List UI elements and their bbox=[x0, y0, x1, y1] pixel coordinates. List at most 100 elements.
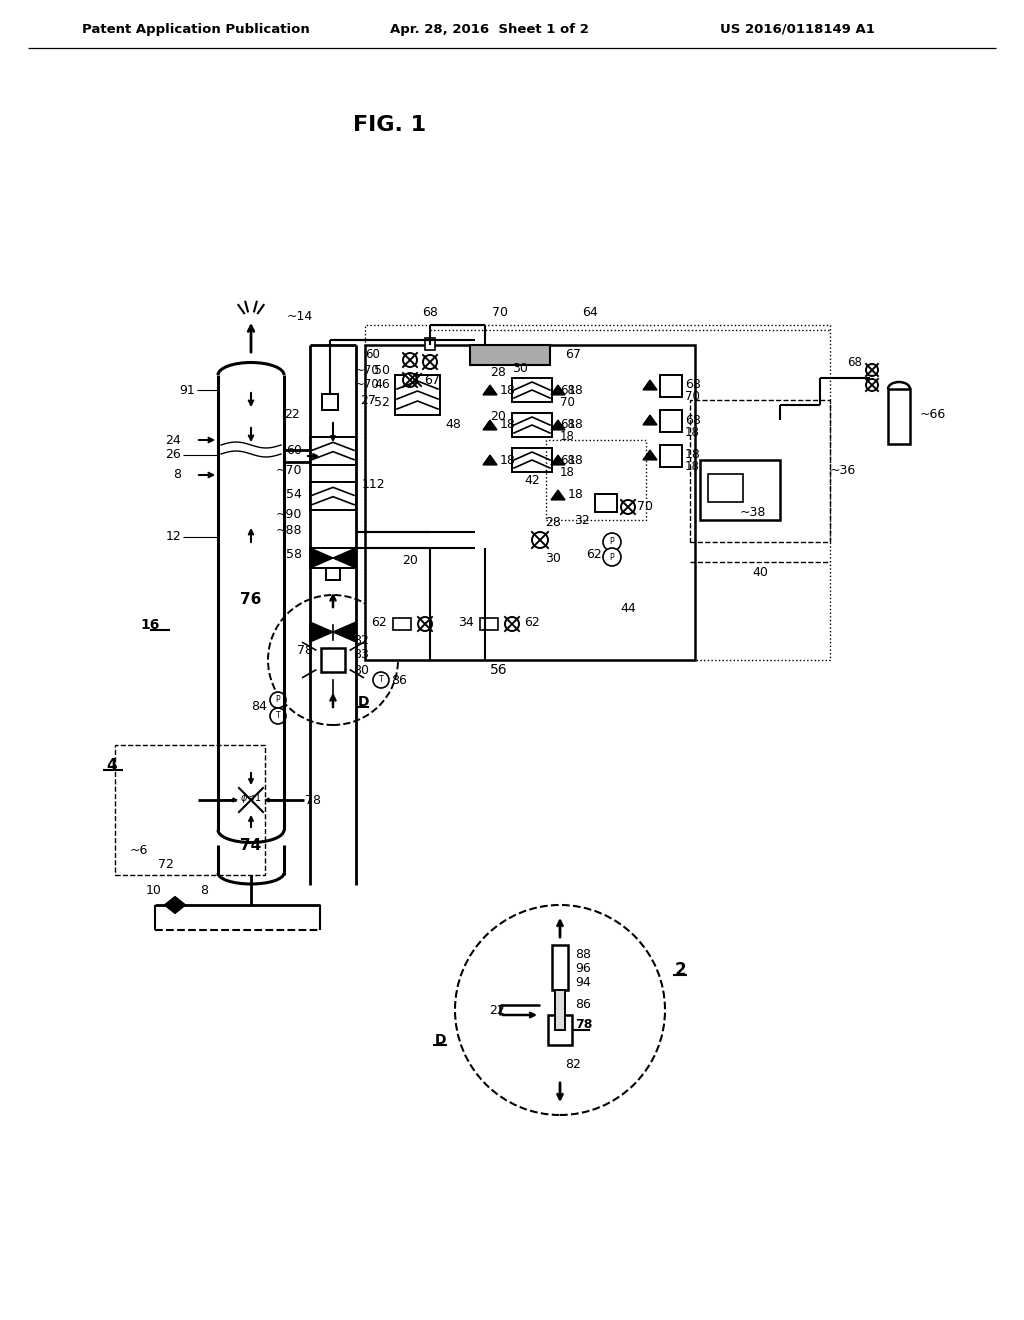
Bar bbox=[310, 482, 356, 510]
Text: 82: 82 bbox=[565, 1059, 581, 1072]
Text: US 2016/0118149 A1: US 2016/0118149 A1 bbox=[720, 22, 874, 36]
Bar bbox=[115, 744, 265, 875]
Text: T: T bbox=[379, 676, 383, 685]
Text: 18: 18 bbox=[560, 466, 574, 479]
Bar bbox=[393, 618, 411, 630]
Text: 78: 78 bbox=[297, 644, 313, 656]
Text: 10: 10 bbox=[146, 883, 162, 896]
Bar bbox=[548, 1015, 572, 1045]
Text: 42: 42 bbox=[524, 474, 540, 487]
Circle shape bbox=[866, 364, 878, 376]
Text: 18: 18 bbox=[560, 430, 574, 444]
Text: ~70: ~70 bbox=[275, 463, 302, 477]
Text: 94: 94 bbox=[575, 975, 591, 989]
Text: $\phi$<1: $\phi$<1 bbox=[240, 791, 262, 805]
Text: 58: 58 bbox=[286, 549, 302, 561]
Text: 40: 40 bbox=[752, 565, 768, 578]
Circle shape bbox=[373, 672, 389, 688]
Polygon shape bbox=[551, 455, 565, 465]
Text: 4: 4 bbox=[106, 758, 118, 772]
Polygon shape bbox=[643, 450, 657, 459]
Text: 91: 91 bbox=[179, 384, 195, 396]
Bar bbox=[512, 413, 552, 437]
Text: P: P bbox=[275, 696, 281, 705]
Circle shape bbox=[603, 533, 621, 550]
Bar bbox=[708, 474, 743, 502]
Text: 82: 82 bbox=[353, 634, 369, 647]
Bar bbox=[660, 445, 682, 467]
Circle shape bbox=[866, 379, 878, 391]
Text: ~70: ~70 bbox=[355, 363, 380, 376]
Text: FIG. 1: FIG. 1 bbox=[353, 115, 427, 135]
Circle shape bbox=[505, 616, 519, 631]
Text: 70: 70 bbox=[637, 500, 653, 513]
Bar bbox=[326, 568, 340, 579]
Text: 60: 60 bbox=[286, 444, 302, 457]
Text: 86: 86 bbox=[391, 673, 407, 686]
Text: 78: 78 bbox=[575, 1019, 592, 1031]
Polygon shape bbox=[643, 414, 657, 425]
Circle shape bbox=[409, 374, 421, 385]
Text: 18: 18 bbox=[685, 449, 700, 462]
Text: 50: 50 bbox=[374, 363, 390, 376]
Text: 44: 44 bbox=[620, 602, 636, 615]
Bar bbox=[321, 648, 345, 672]
Text: 70: 70 bbox=[685, 391, 699, 404]
Text: 88: 88 bbox=[575, 949, 591, 961]
Text: ~6: ~6 bbox=[130, 843, 148, 857]
Text: 70: 70 bbox=[492, 306, 508, 319]
Text: 112: 112 bbox=[362, 479, 386, 491]
Polygon shape bbox=[333, 622, 356, 642]
Text: 56: 56 bbox=[490, 663, 508, 677]
Text: 16: 16 bbox=[140, 618, 160, 632]
Text: Apr. 28, 2016  Sheet 1 of 2: Apr. 28, 2016 Sheet 1 of 2 bbox=[390, 22, 589, 36]
Text: 48: 48 bbox=[445, 418, 461, 432]
Text: ~70: ~70 bbox=[355, 379, 380, 392]
Polygon shape bbox=[310, 622, 333, 642]
Text: 22: 22 bbox=[285, 408, 300, 421]
Text: 78: 78 bbox=[305, 793, 321, 807]
Text: 68: 68 bbox=[685, 379, 700, 392]
Text: 96: 96 bbox=[575, 961, 591, 974]
Text: 24: 24 bbox=[165, 433, 181, 446]
Circle shape bbox=[621, 500, 635, 513]
Bar bbox=[365, 345, 695, 660]
Text: 18: 18 bbox=[500, 384, 516, 396]
Polygon shape bbox=[551, 490, 565, 500]
Circle shape bbox=[270, 708, 286, 723]
Text: 76: 76 bbox=[241, 593, 262, 607]
Bar bbox=[322, 393, 338, 411]
Bar bbox=[546, 440, 646, 520]
Bar bbox=[660, 411, 682, 432]
Text: 72: 72 bbox=[158, 858, 174, 871]
Polygon shape bbox=[165, 898, 185, 913]
Bar bbox=[365, 325, 830, 660]
Circle shape bbox=[403, 352, 417, 367]
Polygon shape bbox=[333, 548, 356, 568]
Circle shape bbox=[532, 532, 548, 548]
Text: 30: 30 bbox=[545, 552, 561, 565]
Bar bbox=[470, 345, 550, 366]
Text: Patent Application Publication: Patent Application Publication bbox=[82, 22, 309, 36]
Polygon shape bbox=[483, 385, 497, 395]
Text: D: D bbox=[358, 696, 370, 709]
Text: 18: 18 bbox=[500, 454, 516, 466]
Polygon shape bbox=[551, 420, 565, 430]
Bar bbox=[480, 618, 498, 630]
Text: 27: 27 bbox=[360, 393, 376, 407]
Text: 68: 68 bbox=[560, 454, 574, 466]
Text: 62: 62 bbox=[372, 616, 387, 630]
Polygon shape bbox=[310, 548, 333, 568]
Text: 28: 28 bbox=[490, 366, 506, 379]
Text: 62: 62 bbox=[524, 616, 540, 630]
Circle shape bbox=[455, 906, 665, 1115]
Text: 18: 18 bbox=[685, 425, 699, 438]
Circle shape bbox=[603, 548, 621, 566]
Text: 32: 32 bbox=[574, 513, 590, 527]
Text: ~14: ~14 bbox=[287, 310, 313, 323]
Polygon shape bbox=[551, 385, 565, 395]
Text: D: D bbox=[435, 1034, 446, 1047]
Text: 68: 68 bbox=[422, 306, 438, 319]
Polygon shape bbox=[643, 380, 657, 389]
Text: 68: 68 bbox=[847, 355, 862, 368]
